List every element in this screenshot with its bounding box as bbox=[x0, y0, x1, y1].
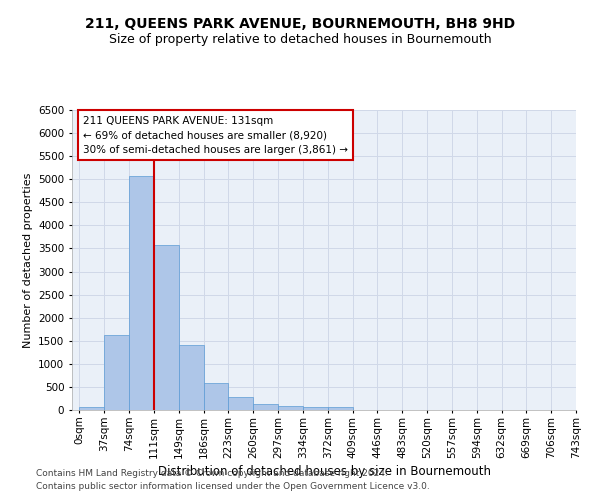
Text: Contains HM Land Registry data © Crown copyright and database right 2024.: Contains HM Land Registry data © Crown c… bbox=[36, 468, 388, 477]
Bar bbox=[328, 408, 353, 410]
Bar bbox=[203, 384, 229, 410]
Bar bbox=[179, 346, 203, 410]
Bar bbox=[129, 176, 154, 410]
Bar bbox=[253, 404, 278, 410]
Bar bbox=[229, 397, 253, 410]
Bar bbox=[278, 406, 303, 410]
Text: Size of property relative to detached houses in Bournemouth: Size of property relative to detached ho… bbox=[109, 32, 491, 46]
Y-axis label: Number of detached properties: Number of detached properties bbox=[23, 172, 32, 348]
Text: Contains public sector information licensed under the Open Government Licence v3: Contains public sector information licen… bbox=[36, 482, 430, 491]
Bar bbox=[154, 245, 179, 410]
Bar bbox=[104, 335, 129, 410]
Text: 211, QUEENS PARK AVENUE, BOURNEMOUTH, BH8 9HD: 211, QUEENS PARK AVENUE, BOURNEMOUTH, BH… bbox=[85, 18, 515, 32]
Bar bbox=[303, 407, 328, 410]
Bar bbox=[79, 406, 104, 410]
Text: 211 QUEENS PARK AVENUE: 131sqm
← 69% of detached houses are smaller (8,920)
30% : 211 QUEENS PARK AVENUE: 131sqm ← 69% of … bbox=[83, 116, 348, 155]
X-axis label: Distribution of detached houses by size in Bournemouth: Distribution of detached houses by size … bbox=[157, 464, 491, 477]
